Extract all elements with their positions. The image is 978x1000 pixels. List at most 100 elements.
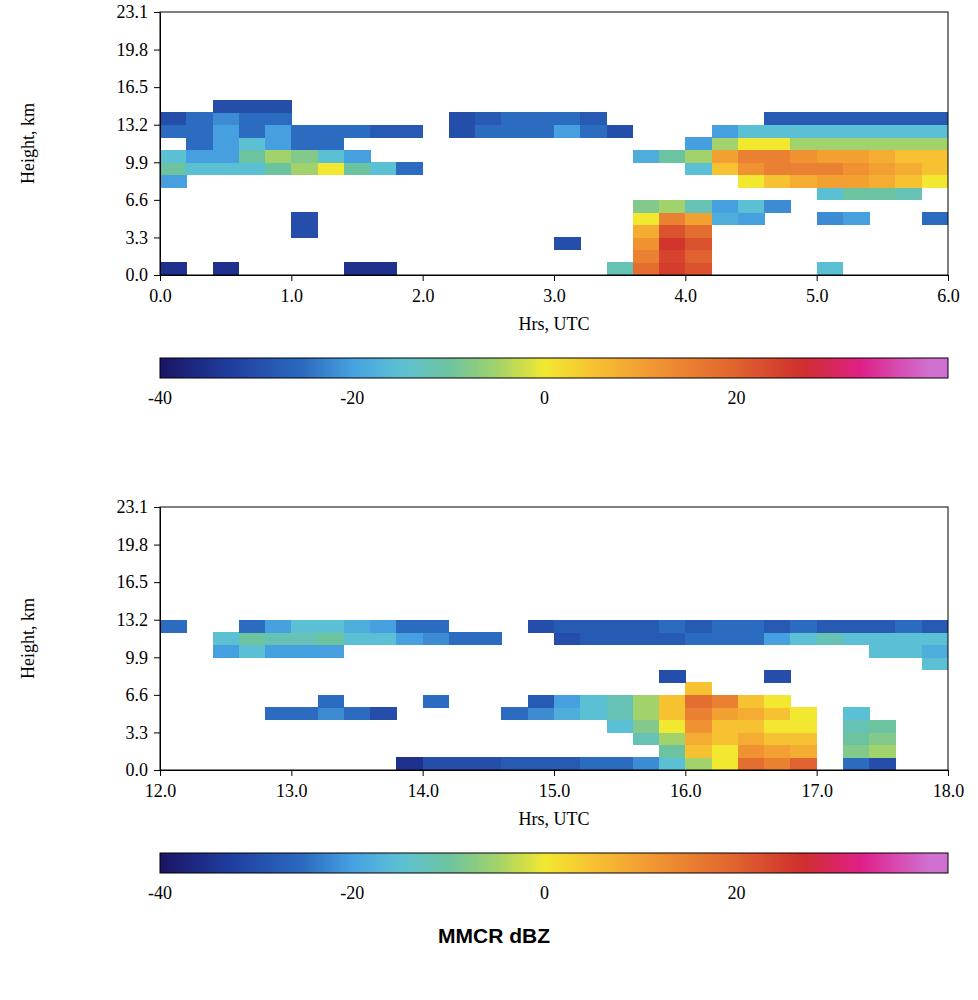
colorbar-swatch <box>790 853 792 873</box>
colorbar-swatch <box>886 358 888 378</box>
colorbar-swatch <box>228 853 230 873</box>
y-tick-mark <box>154 237 160 238</box>
colorbar-swatch <box>718 358 720 378</box>
cell <box>213 100 240 113</box>
colorbar-swatch <box>752 358 754 378</box>
colorbar-swatch <box>266 358 268 378</box>
colorbar-swatch <box>808 853 810 873</box>
colorbar-swatch <box>886 853 888 873</box>
y-tick: 0.0 <box>126 265 161 285</box>
colorbar-swatch <box>940 358 942 378</box>
colorbar-swatch <box>796 358 798 378</box>
x-tick-mark <box>423 770 424 776</box>
colorbar-swatch <box>768 853 770 873</box>
colorbar-swatch <box>898 358 900 378</box>
colorbar-swatch <box>184 853 186 873</box>
colorbar-swatch <box>808 358 810 378</box>
cell <box>764 745 791 758</box>
y-tick-mark <box>154 200 160 201</box>
cell <box>659 757 686 770</box>
colorbar-swatch <box>484 853 486 873</box>
cell <box>738 757 765 770</box>
cell <box>790 707 817 720</box>
x-tick-mark <box>160 770 161 776</box>
cell <box>344 632 371 645</box>
colorbar-swatch <box>252 358 254 378</box>
cell <box>291 632 318 645</box>
colorbar-swatch <box>830 853 832 873</box>
y-tick-mark <box>154 507 160 508</box>
cell <box>869 620 896 633</box>
colorbar-swatch <box>608 853 610 873</box>
colorbar-swatch <box>384 358 386 378</box>
cell <box>370 707 397 720</box>
colorbar-swatch <box>692 358 694 378</box>
colorbar: -40-20020 <box>148 358 948 408</box>
colorbar-swatch <box>906 358 908 378</box>
x-tick-mark <box>160 275 161 281</box>
colorbar-swatch <box>238 358 240 378</box>
colorbar-swatch <box>490 853 492 873</box>
colorbar-swatch <box>918 358 920 378</box>
colorbar-swatch <box>344 358 346 378</box>
colorbar-swatch <box>208 358 210 378</box>
colorbar-swatch <box>780 853 782 873</box>
cell <box>790 112 817 125</box>
colorbar-swatch <box>858 358 860 378</box>
colorbar-swatch <box>328 358 330 378</box>
cell <box>922 175 948 188</box>
cell <box>895 137 922 150</box>
colorbar-swatch <box>786 853 788 873</box>
cell <box>895 632 922 645</box>
cell <box>475 112 502 125</box>
colorbar-swatch <box>280 358 282 378</box>
cell <box>659 250 686 263</box>
colorbar-swatch <box>884 358 886 378</box>
cell <box>869 162 896 175</box>
cell <box>449 632 476 645</box>
colorbar-swatch <box>684 853 686 873</box>
cell <box>265 112 292 125</box>
cell <box>817 212 844 225</box>
cell <box>475 125 502 138</box>
y-tick: 6.6 <box>126 190 161 210</box>
colorbar-swatch <box>332 358 334 378</box>
colorbar-swatch <box>912 358 914 378</box>
colorbar-swatch <box>682 358 684 378</box>
plot-frame <box>160 12 948 275</box>
colorbar-swatch <box>262 358 264 378</box>
cell <box>895 150 922 163</box>
colorbar-swatch <box>374 853 376 873</box>
cell <box>265 645 292 658</box>
colorbar-swatch <box>524 853 526 873</box>
y-tick-mark <box>154 620 160 621</box>
colorbar-swatch <box>936 358 938 378</box>
colorbar-swatch <box>938 358 940 378</box>
colorbar-swatch <box>700 853 702 873</box>
colorbar-swatch <box>256 358 258 378</box>
colorbar-swatch <box>560 853 562 873</box>
colorbar-swatch <box>436 853 438 873</box>
cell <box>344 620 371 633</box>
colorbar-swatch <box>206 853 208 873</box>
cell <box>764 112 791 125</box>
cell <box>528 757 555 770</box>
colorbar-swatch <box>460 853 462 873</box>
colorbar-swatch <box>182 358 184 378</box>
colorbar-swatch <box>470 358 472 378</box>
colorbar-swatch <box>894 853 896 873</box>
colorbar-swatch <box>210 853 212 873</box>
colorbar-swatch <box>414 358 416 378</box>
colorbar-swatch <box>838 358 840 378</box>
colorbar-swatch <box>644 853 646 873</box>
colorbar-swatch <box>420 358 422 378</box>
cell <box>633 620 660 633</box>
colorbar-swatch <box>660 853 662 873</box>
colorbar-swatch <box>390 853 392 873</box>
colorbar-swatch <box>170 853 172 873</box>
colorbar-swatch <box>310 358 312 378</box>
colorbar-swatch <box>610 853 612 873</box>
colorbar-swatch <box>712 358 714 378</box>
cell <box>659 632 686 645</box>
colorbar-swatch <box>364 358 366 378</box>
